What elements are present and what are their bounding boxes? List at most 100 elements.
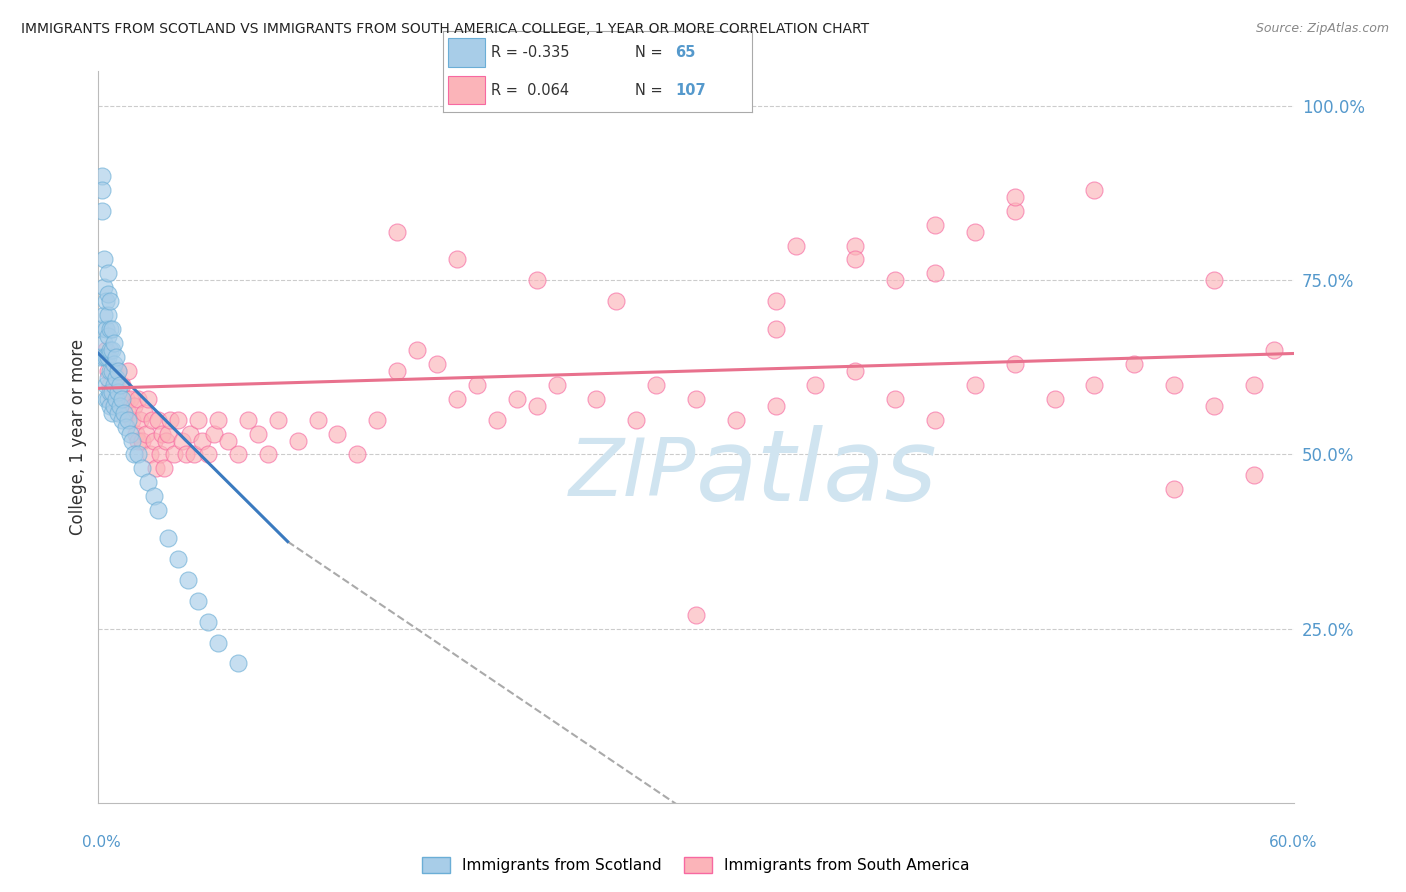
Point — [98, 364, 122, 378]
Point — [96, 392, 118, 406]
Point — [105, 377, 128, 392]
Point — [97, 287, 120, 301]
Point — [96, 322, 118, 336]
Point — [148, 412, 170, 426]
Point — [226, 448, 249, 462]
Point — [177, 573, 200, 587]
Point — [103, 364, 125, 378]
Point — [163, 448, 186, 462]
Point — [110, 399, 132, 413]
Point — [139, 448, 162, 462]
Point — [105, 371, 128, 385]
Point — [346, 448, 368, 462]
Point — [963, 225, 986, 239]
Text: 107: 107 — [675, 83, 706, 98]
Point — [172, 434, 194, 448]
Point — [624, 412, 647, 426]
Point — [426, 357, 449, 371]
Point — [127, 392, 149, 406]
Point — [110, 377, 132, 392]
Point — [129, 412, 152, 426]
Point — [101, 392, 124, 406]
Point — [105, 392, 128, 406]
Point — [115, 392, 138, 406]
Point — [107, 384, 129, 399]
Text: N =: N = — [634, 45, 662, 60]
Point — [112, 406, 135, 420]
Text: ZIP: ZIP — [568, 434, 696, 513]
Point — [97, 364, 120, 378]
Y-axis label: College, 1 year or more: College, 1 year or more — [69, 339, 87, 535]
Point — [645, 377, 668, 392]
Point — [183, 448, 205, 462]
Point — [785, 238, 807, 252]
Point — [724, 412, 747, 426]
Point — [136, 475, 159, 490]
Point — [121, 434, 143, 448]
Point — [307, 412, 329, 426]
Point — [97, 266, 120, 280]
FancyBboxPatch shape — [447, 38, 485, 67]
Point — [111, 377, 134, 392]
Point — [136, 392, 159, 406]
Point — [406, 343, 429, 357]
Text: Source: ZipAtlas.com: Source: ZipAtlas.com — [1256, 22, 1389, 36]
Point — [115, 419, 138, 434]
Point — [1163, 377, 1185, 392]
Point — [111, 392, 134, 406]
Point — [765, 399, 787, 413]
Point — [155, 434, 177, 448]
Point — [145, 461, 167, 475]
Point — [98, 343, 122, 357]
Point — [546, 377, 568, 392]
Text: 60.0%: 60.0% — [1270, 836, 1317, 850]
Point — [167, 412, 190, 426]
Point — [111, 412, 134, 426]
Point — [526, 273, 548, 287]
Point — [125, 426, 148, 441]
Point — [159, 412, 181, 426]
Point — [256, 448, 278, 462]
Point — [93, 280, 115, 294]
Point — [385, 364, 409, 378]
Point — [103, 392, 125, 406]
Point — [124, 448, 146, 462]
Point — [1263, 343, 1285, 357]
Point — [685, 392, 707, 406]
Point — [1043, 392, 1066, 406]
Point — [844, 238, 866, 252]
Point — [117, 406, 139, 420]
Point — [1243, 377, 1265, 392]
Point — [107, 364, 129, 378]
Point — [97, 371, 120, 385]
Point — [101, 322, 124, 336]
Point — [605, 294, 627, 309]
Point — [149, 448, 172, 462]
Point — [765, 322, 787, 336]
Point — [506, 392, 529, 406]
Point — [127, 448, 149, 462]
Point — [1202, 273, 1225, 287]
Point — [884, 273, 907, 287]
Point — [1243, 468, 1265, 483]
Point — [101, 343, 124, 357]
Point — [103, 399, 125, 413]
Point — [844, 252, 866, 267]
Point — [135, 426, 157, 441]
Point — [131, 434, 153, 448]
Point — [197, 448, 219, 462]
Point — [127, 434, 149, 448]
Point — [97, 350, 120, 364]
Point — [465, 377, 488, 392]
Point — [89, 350, 111, 364]
Point — [226, 657, 249, 671]
Point — [105, 350, 128, 364]
Point — [157, 426, 180, 441]
Point — [267, 412, 290, 426]
Point — [93, 252, 115, 267]
Point — [98, 399, 122, 413]
Point — [187, 412, 209, 426]
Legend: Immigrants from Scotland, Immigrants from South America: Immigrants from Scotland, Immigrants fro… — [416, 851, 976, 880]
Point — [179, 426, 201, 441]
Point — [96, 350, 118, 364]
